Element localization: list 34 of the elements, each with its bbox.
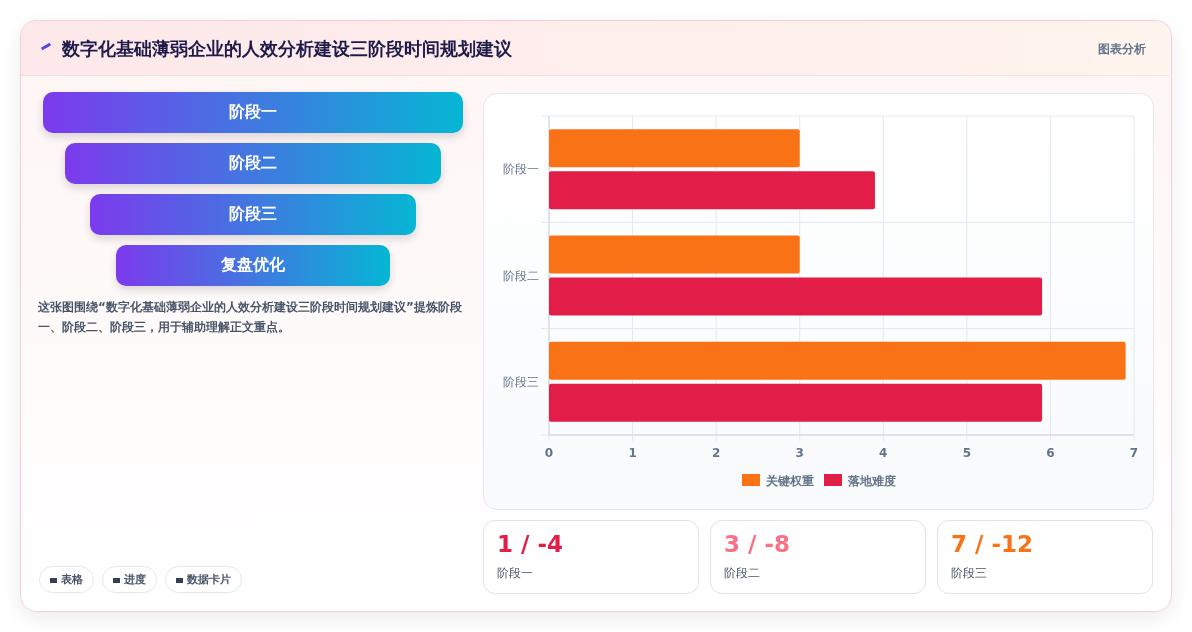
x-tick-label: 2 [711, 446, 721, 460]
category-label: 阶段二 [724, 565, 760, 582]
category-label: 阶段三 [951, 565, 987, 582]
bar [549, 129, 800, 168]
text: 表格 [61, 573, 83, 586]
text: 数字化基础薄弱企业的人效分析建设三阶段时间规划建议 [62, 37, 512, 61]
y-tick-label: 阶段二 [503, 268, 539, 283]
bar [549, 383, 1043, 422]
text: 数据卡片 [187, 573, 231, 586]
bar [549, 235, 800, 274]
text: 这张图围绕“数字化基础薄弱企业的人效分析建设三阶段时间规划建议”提炼阶段一、阶段二、阶段三，用于辅助理解正文重点。 [38, 299, 463, 336]
bar [549, 171, 875, 210]
x-tick-label: 7 [1129, 446, 1139, 460]
legend-label: 关键权重 [765, 474, 814, 488]
x-tick-label: 4 [879, 446, 888, 460]
text: 3 / -8 [724, 531, 790, 557]
text: 图表分析 [1098, 41, 1147, 58]
category-label: 阶段一 [43, 92, 463, 133]
category-label: 复盘优化 [116, 245, 390, 286]
y-tick-label: 阶段三 [503, 374, 539, 389]
legend-label: 落地难度 [847, 474, 896, 488]
bar [549, 341, 1126, 380]
x-tick-label: 6 [1046, 446, 1055, 460]
x-tick-label: 1 [628, 446, 637, 460]
x-tick-label: 5 [962, 446, 972, 460]
category-label: 阶段三 [90, 194, 416, 235]
text: 1 / -4 [497, 531, 563, 557]
y-tick-label: 阶段一 [503, 162, 539, 177]
category-label: 阶段二 [65, 143, 441, 184]
text: 7 / -12 [951, 531, 1033, 557]
x-tick-label: 0 [544, 446, 554, 460]
text: 进度 [124, 573, 146, 586]
x-tick-label: 3 [795, 446, 804, 460]
bar [549, 277, 1043, 316]
